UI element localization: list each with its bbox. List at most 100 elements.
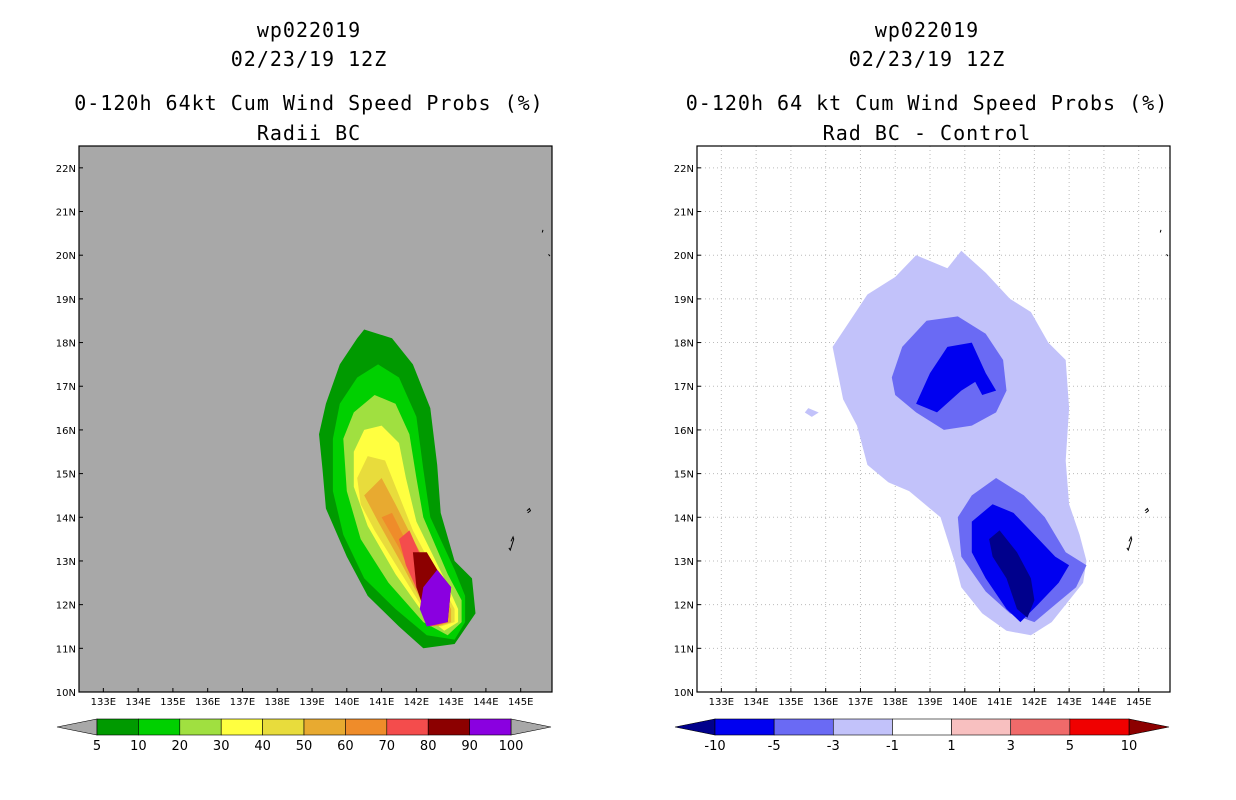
colorbar-extend-low [56, 718, 98, 736]
x-tick-label: 145E [1126, 697, 1151, 708]
x-tick-label: 139E [299, 697, 324, 708]
panel-label: Radii BC [256, 121, 362, 145]
contour-region [916, 342, 997, 413]
colorbar-segment [1010, 718, 1071, 736]
colorbar-label: 70 [379, 739, 396, 754]
island-outline [1126, 535, 1133, 552]
contour-region [419, 569, 452, 627]
plot-frame [696, 145, 1171, 693]
y-tick-label: 20N [56, 251, 76, 262]
chart-subtitle: 0-120h 64 kt Cum Wind Speed Probs (%) [685, 91, 1169, 115]
x-tick-label: 142E [404, 697, 429, 708]
colorbar-segment [262, 718, 305, 736]
colorbar-segment [832, 718, 893, 736]
colorbar-segment [179, 718, 222, 736]
x-tick-label: 136E [195, 697, 220, 708]
y-tick-label: 19N [56, 295, 76, 306]
colorbar-segment [96, 718, 139, 736]
island-outline [526, 507, 532, 514]
x-tick-label: 137E [230, 697, 255, 708]
island-outline [541, 229, 544, 233]
x-tick-label: 140E [952, 697, 977, 708]
storm-id-title: wp022019 [256, 18, 362, 42]
y-tick-label: 21N [674, 208, 694, 219]
x-tick-label: 135E [778, 697, 803, 708]
y-tick-label: 20N [674, 251, 694, 262]
colorbar-label: 30 [213, 739, 230, 754]
colorbar-segment [220, 718, 263, 736]
x-tick-label: 144E [1091, 697, 1116, 708]
island-outline [548, 254, 551, 257]
colorbar-extend-high [510, 718, 552, 736]
island-outline [1159, 229, 1162, 233]
colorbar-extend-low [674, 718, 716, 736]
colorbar-label: 5 [93, 739, 101, 754]
colorbar-segment [138, 718, 181, 736]
colorbar-segment [773, 718, 834, 736]
colorbar-label: 90 [461, 739, 478, 754]
y-tick-label: 15N [674, 470, 694, 481]
island-outline [1166, 254, 1169, 257]
x-tick-label: 137E [848, 697, 873, 708]
colorbar-label: -1 [886, 739, 899, 754]
y-tick-label: 13N [56, 557, 76, 568]
y-tick-label: 13N [674, 557, 694, 568]
x-tick-label: 143E [1056, 697, 1081, 708]
colorbar-label: 60 [337, 739, 354, 754]
y-tick-label: 17N [674, 382, 694, 393]
x-tick-label: 134E [125, 697, 150, 708]
plot-frame [78, 145, 553, 693]
colorbar-label: 5 [1066, 739, 1074, 754]
colorbar-label: 100 [499, 739, 524, 754]
x-tick-label: 138E [883, 697, 908, 708]
y-tick-label: 18N [56, 339, 76, 350]
colorbar-segment [714, 718, 775, 736]
x-tick-label: 133E [91, 697, 116, 708]
y-tick-label: 10N [674, 688, 694, 699]
x-tick-label: 138E [265, 697, 290, 708]
colorbar-label: 50 [296, 739, 313, 754]
colorbar-segment [951, 718, 1012, 736]
colorbar-label: -10 [704, 739, 725, 754]
colorbar-label: 40 [254, 739, 271, 754]
colorbar-label: 10 [130, 739, 147, 754]
y-tick-label: 22N [674, 164, 694, 175]
contour-region [989, 530, 1035, 618]
right-panel: wp022019 02/23/19 12Z 0-120h 64 kt Cum W… [618, 0, 1236, 800]
x-tick-label: 144E [473, 697, 498, 708]
x-tick-label: 145E [508, 697, 533, 708]
x-tick-label: 135E [160, 697, 185, 708]
y-tick-label: 10N [56, 688, 76, 699]
y-tick-label: 12N [674, 601, 694, 612]
left-panel: wp022019 02/23/19 12Z 0-120h 64kt Cum Wi… [56, 18, 553, 754]
x-tick-label: 134E [743, 697, 768, 708]
y-tick-label: 14N [674, 513, 694, 524]
y-tick-label: 22N [56, 164, 76, 175]
colorbar-segment [1069, 718, 1130, 736]
y-tick-label: 16N [674, 426, 694, 437]
y-tick-label: 11N [674, 644, 694, 655]
y-tick-label: 12N [56, 601, 76, 612]
colorbar-label: 10 [1121, 739, 1138, 754]
difference-map: 133E 134E 135E 136E 137E 138E 139E 140E 141E 142E… [674, 145, 1171, 754]
colorbar-label: -5 [768, 739, 781, 754]
x-tick-label: 141E [987, 697, 1012, 708]
colorbar-label: 20 [172, 739, 189, 754]
colorbar-label: -3 [827, 739, 840, 754]
y-tick-label: 18N [674, 339, 694, 350]
y-tick-label: 17N [56, 382, 76, 393]
colorbar-label: 3 [1007, 739, 1015, 754]
colorbar-segment [303, 718, 346, 736]
panel-label: Rad BC - Control [822, 121, 1032, 145]
x-tick-label: 140E [334, 697, 359, 708]
chart-subtitle: 0-120h 64kt Cum Wind Speed Probs (%) [74, 91, 544, 115]
colorbar-extend-high [1128, 718, 1170, 736]
colorbar-segment [469, 718, 512, 736]
y-tick-label: 19N [674, 295, 694, 306]
colorbar-label: 80 [420, 739, 437, 754]
date-title: 02/23/19 12Z [230, 47, 388, 71]
y-tick-label: 14N [56, 513, 76, 524]
colorbar-segment [345, 718, 388, 736]
x-tick-label: 142E [1022, 697, 1047, 708]
colorbar-segment [386, 718, 429, 736]
